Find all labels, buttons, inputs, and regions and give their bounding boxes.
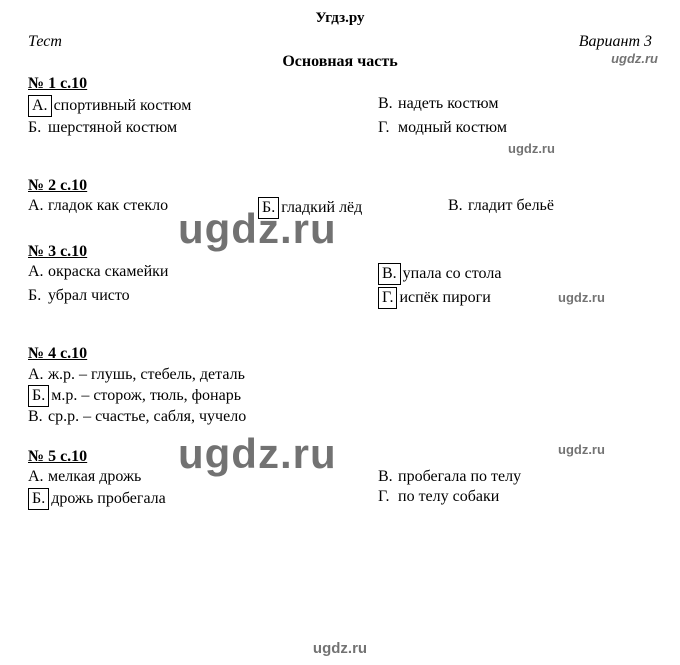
option-text: надеть костюм [398,95,499,113]
option-v: В. гладит бельё [448,197,652,219]
option-v: В. пробегала по телу [378,468,652,486]
option-a: А. гладок как стекло [28,197,258,219]
option-v: В. ср.р. – счастье, сабля, чучело [28,408,652,426]
option-text: ср.р. – счастье, сабля, чучело [48,408,246,426]
option-a: А. ж.р. – глушь, стебель, деталь [28,366,652,384]
question-3: № 3 с.10 А. окраска скамейки В. упала со… [28,243,652,309]
question-number: № 1 с.10 [28,75,87,93]
option-text: пробегала по телу [398,468,521,486]
option-text: шерстяной костюм [48,119,177,137]
question-2: № 2 с.10 А. гладок как стекло Б. гладкий… [28,177,652,219]
option-text: гладкий лёд [281,199,362,217]
option-text: спортивный костюм [54,97,192,115]
option-letter: Б. [28,488,49,510]
variant-label: Вариант 3 [579,33,652,50]
option-b: Б. гладкий лёд [258,197,448,219]
option-letter: Б. [28,385,49,407]
site-title-bottom: ugdz.ru [0,640,680,657]
site-title-top: Угдз.ру [28,10,652,27]
question-number: № 5 с.10 [28,448,87,466]
option-a: А. мелкая дрожь [28,468,378,486]
option-letter: Г. [378,119,398,137]
option-v: В. упала со стола [378,263,652,285]
option-letter: Б. [258,197,279,219]
option-letter: А. [28,263,48,281]
option-b: Б. убрал чисто [28,287,378,309]
option-letter: В. [28,408,48,426]
option-letter: Г. [378,287,397,309]
option-b: Б. шерстяной костюм [28,119,378,137]
option-letter: Б. [28,287,48,305]
option-text: м.р. – сторож, тюль, фонарь [51,387,241,405]
watermark: ugdz.ru [558,290,605,305]
option-text: модный костюм [398,119,507,137]
question-5: № 5 с.10 ugdz.ru ugdz.ru А. мелкая дрожь… [28,448,652,510]
option-text: испёк пироги [399,289,490,307]
option-g: Г. по телу собаки [378,488,652,510]
option-a: А. спортивный костюм [28,95,378,117]
test-label: Тест [28,33,62,51]
option-letter: А. [28,197,48,215]
option-text: окраска скамейки [48,263,168,281]
option-text: ж.р. – глушь, стебель, деталь [48,366,245,384]
option-letter: В. [378,468,398,486]
option-g: Г. испёк пироги ugdz.ru [378,287,652,309]
option-letter: В. [378,95,398,113]
option-letter: А. [28,95,52,117]
option-b: Б. дрожь пробегала [28,488,378,510]
option-letter: Б. [28,119,48,137]
question-number: № 2 с.10 [28,177,87,195]
question-4: № 4 с.10 А. ж.р. – глушь, стебель, детал… [28,345,652,426]
option-letter: Г. [378,488,398,506]
question-number: № 4 с.10 [28,345,87,363]
option-letter: В. [448,197,468,215]
watermark: ugdz.ru [558,442,605,457]
option-text: по телу собаки [398,488,499,506]
option-text: мелкая дрожь [48,468,141,486]
option-letter: А. [28,468,48,486]
option-v: В. надеть костюм [378,95,652,117]
option-text: гладит бельё [468,197,554,215]
question-1: № 1 с.10 А. спортивный костюм В. надеть … [28,75,652,137]
option-text: гладок как стекло [48,197,168,215]
section-title: Основная часть [28,53,652,71]
option-g: Г. модный костюм ugdz.ru [378,119,652,137]
option-b: Б. м.р. – сторож, тюль, фонарь [28,385,652,407]
option-a: А. окраска скамейки [28,263,378,285]
option-letter: В. [378,263,401,285]
question-number: № 3 с.10 [28,243,87,261]
option-text: убрал чисто [48,287,130,305]
option-text: упала со стола [403,265,502,283]
watermark: ugdz.ru [508,141,555,156]
option-letter: А. [28,366,48,384]
option-text: дрожь пробегала [51,490,166,508]
